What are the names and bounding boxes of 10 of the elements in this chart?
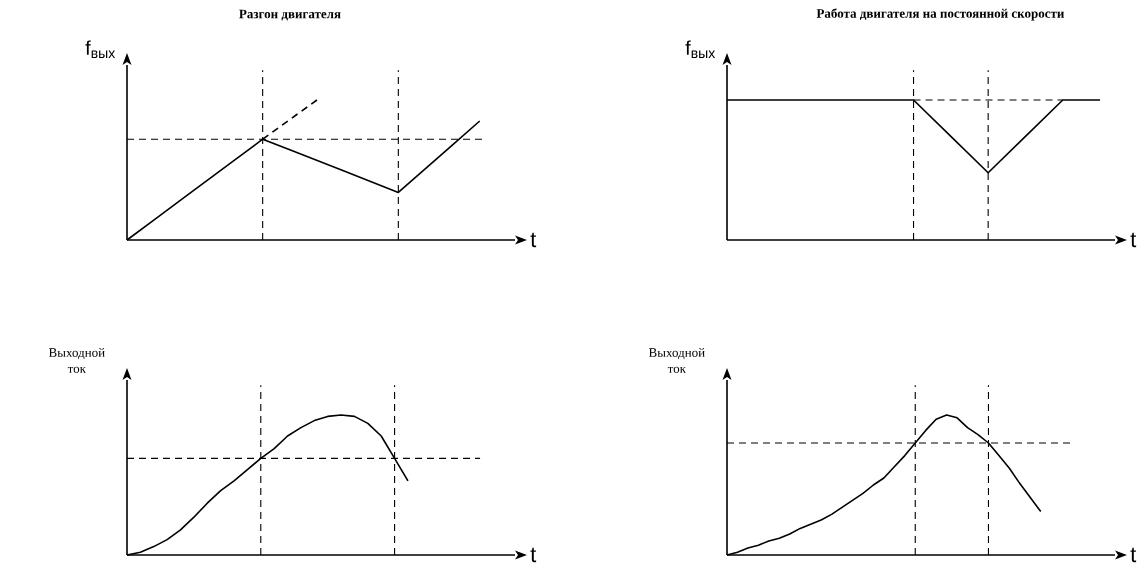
x-axis-title: t: [530, 547, 537, 563]
y-axis-title: f$_{вых}$: [85, 40, 116, 58]
y-axis-title: Выходной ток: [48, 347, 105, 373]
x-axis-title: t: [1130, 547, 1137, 563]
chart-title: Работа двигателя на постоянной скорости: [816, 8, 1065, 21]
chart-title: Разгон двигателя: [239, 9, 341, 21]
x-axis-title: t: [1130, 232, 1137, 248]
y-axis-title: f$_{вых}$: [685, 40, 716, 58]
y-axis-title: Выходной ток: [648, 347, 705, 373]
x-axis-title: t: [530, 232, 537, 248]
